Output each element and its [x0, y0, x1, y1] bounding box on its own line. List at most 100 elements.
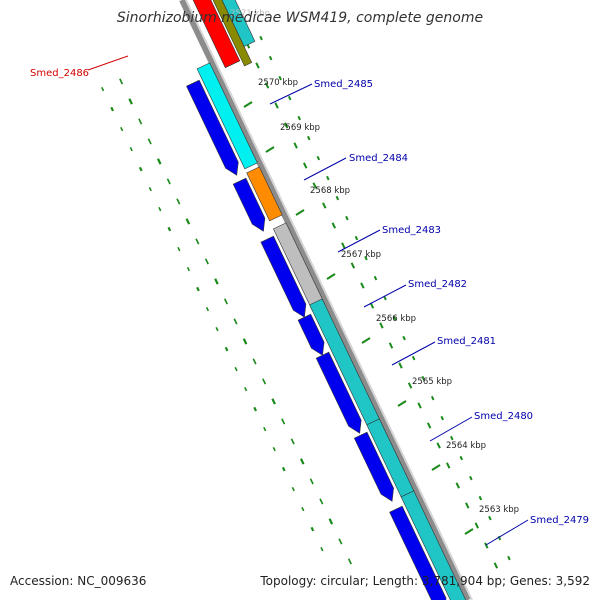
gc-dot [299, 458, 305, 465]
gene-label-leader [429, 416, 473, 442]
cds-smed-2485[interactable] [186, 79, 239, 176]
gc-dot [148, 186, 152, 192]
gc-dot [214, 278, 219, 285]
gc-dot [242, 338, 248, 345]
gene-label-smed-2481[interactable]: Smed_2481 [437, 336, 496, 347]
gc-dot [488, 515, 492, 521]
gene-label-smed-2482[interactable]: Smed_2482 [408, 279, 467, 290]
cds-smed-2484[interactable] [232, 177, 266, 232]
genome-summary: Topology: circular; Length: 3,781,904 bp… [260, 574, 590, 588]
feature-smed-2486-red[interactable] [186, 0, 241, 69]
tick-label: 2568 kbp [310, 186, 350, 196]
gc-dot [223, 298, 228, 305]
gc-dot [364, 255, 368, 261]
gc-dot [195, 238, 200, 245]
gc-dot [281, 418, 286, 425]
tick-label: 2567 kbp [341, 250, 381, 260]
gc-dot [388, 342, 394, 349]
gc-dot [297, 115, 302, 121]
tick-mark [265, 146, 275, 153]
gc-dot [426, 422, 432, 429]
gc-dot [234, 366, 238, 372]
gene-labels: Smed_2486 Smed_2485 Smed_2484 Smed_2483 Smed… [30, 55, 589, 546]
cds-smed-2482[interactable] [297, 313, 325, 356]
feature-teal-3[interactable] [400, 490, 467, 600]
tick-mark [431, 464, 441, 471]
gc-dot [205, 306, 210, 312]
gene-label-smed-2484[interactable]: Smed_2484 [349, 153, 408, 164]
gc-dot [177, 246, 181, 252]
gc-dot [322, 202, 327, 209]
gc-dot [215, 326, 219, 332]
tick-label: 2569 kbp [280, 123, 320, 133]
gc-dot [147, 138, 152, 145]
tick-label: 2563 kbp [479, 505, 519, 515]
gc-dot [196, 286, 200, 292]
tick-mark [361, 337, 371, 344]
gc-dot [252, 358, 257, 365]
gene-label-smed-2479[interactable]: Smed_2479 [530, 515, 589, 526]
accession-text: Accession: NC_009636 [10, 574, 147, 588]
gc-dot [465, 502, 470, 509]
gc-dot [204, 258, 209, 265]
gc-dot [335, 195, 340, 201]
gc-dot [392, 315, 397, 321]
gc-dot [446, 462, 451, 469]
gc-dot [287, 95, 292, 101]
gene-label-smed-2483[interactable]: Smed_2483 [382, 225, 441, 236]
gene-label-smed-2485[interactable]: Smed_2485 [314, 79, 373, 90]
gc-dot [507, 555, 511, 561]
gc-dot [301, 506, 305, 512]
gc-dot [244, 386, 248, 392]
cds-smed-2481[interactable] [315, 351, 362, 434]
cds-smed-2483[interactable] [260, 235, 307, 318]
tick-mark [243, 101, 253, 108]
gc-dot [156, 158, 162, 165]
gc-dot [186, 266, 191, 272]
feature-smed-2486-olive[interactable] [207, 0, 253, 67]
gc-dot [417, 402, 422, 409]
gc-dot [319, 498, 324, 505]
gc-dot [138, 118, 143, 125]
gene-label-leader [303, 157, 347, 181]
gc-dot [176, 198, 181, 205]
gc-dot [110, 106, 115, 112]
tick-label: 2566 kbp [376, 314, 416, 324]
gc-dot [436, 442, 441, 449]
feature-orange[interactable] [246, 166, 283, 222]
cds-smed-2480[interactable] [353, 431, 394, 502]
gc-dot [398, 362, 403, 369]
gc-dot [158, 206, 162, 212]
gc-dot [440, 415, 445, 421]
gc-dot [101, 86, 105, 92]
gene-label-smed-2486[interactable]: Smed_2486 [30, 68, 89, 79]
gc-dot [310, 526, 315, 532]
gc-dot [253, 406, 258, 412]
gc-dot [345, 215, 349, 221]
gc-dot [263, 426, 267, 432]
gc-dot [138, 166, 143, 172]
genome-backbone [179, 0, 471, 600]
gene-label-leader [87, 55, 129, 71]
gc-dot [459, 455, 464, 461]
gc-dot [281, 466, 286, 472]
gene-label-smed-2480[interactable]: Smed_2480 [474, 411, 533, 422]
tick-label: 2565 kbp [412, 377, 452, 387]
gene-label-leader [363, 284, 407, 308]
gc-dot [347, 558, 352, 565]
gc-dot [312, 182, 317, 189]
gc-dot [128, 98, 133, 105]
gc-dot [272, 446, 276, 452]
gc-dot [255, 62, 260, 69]
gc-dot [293, 142, 298, 149]
cds-smed-2479[interactable] [389, 505, 447, 600]
gc-dot [129, 146, 133, 152]
gc-dot [402, 335, 406, 341]
tick-mark [464, 528, 474, 535]
tick-label: 2570 kbp [258, 78, 298, 88]
gc-content-track [101, 22, 511, 569]
feature-cyan-1[interactable] [196, 62, 258, 170]
gene-label-leader [485, 519, 529, 546]
gc-dot [379, 322, 384, 329]
